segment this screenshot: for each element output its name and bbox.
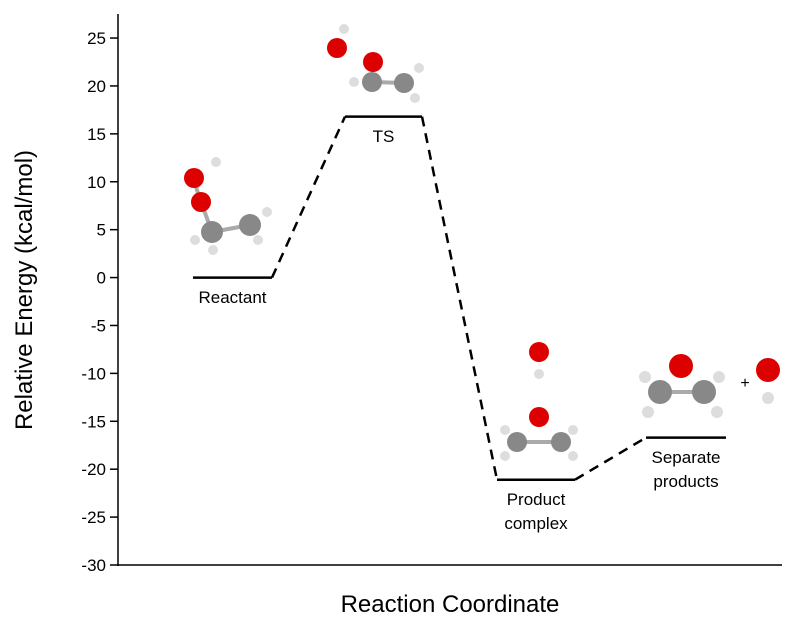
molecule-reactant [184, 157, 272, 255]
y-tick-label: 25 [87, 29, 106, 48]
page: Relative Energy (kcal/mol) Reaction Coor… [0, 0, 789, 620]
y-tick-label: -30 [81, 556, 106, 575]
y-tick-label: 10 [87, 173, 106, 192]
y-tick-label: -20 [81, 460, 106, 479]
chart: Relative Energy (kcal/mol) Reaction Coor… [0, 0, 789, 620]
molecule-ts [327, 24, 424, 103]
y-tick-label: -25 [81, 508, 106, 527]
y-tick-label: 20 [87, 77, 106, 96]
level-label: Reactant [178, 286, 288, 310]
y-tick-label: -10 [81, 364, 106, 383]
svg-text:+: + [740, 375, 749, 392]
level-label: Separate products [646, 446, 726, 494]
connector [575, 438, 646, 480]
y-tick-label: 15 [87, 125, 106, 144]
x-axis-label: Reaction Coordinate [341, 591, 560, 618]
y-tick-label: -15 [81, 412, 106, 431]
y-axis-label: Relative Energy (kcal/mol) [11, 150, 38, 430]
molecule-products: + [639, 354, 780, 418]
molecule-complex [500, 342, 578, 461]
y-tick-label: -5 [91, 316, 106, 335]
connector [422, 117, 497, 480]
y-tick-label: 0 [97, 269, 106, 288]
level-label: Product complex [496, 488, 576, 536]
level-label: TS [329, 125, 439, 149]
y-tick-label: 5 [97, 221, 106, 240]
